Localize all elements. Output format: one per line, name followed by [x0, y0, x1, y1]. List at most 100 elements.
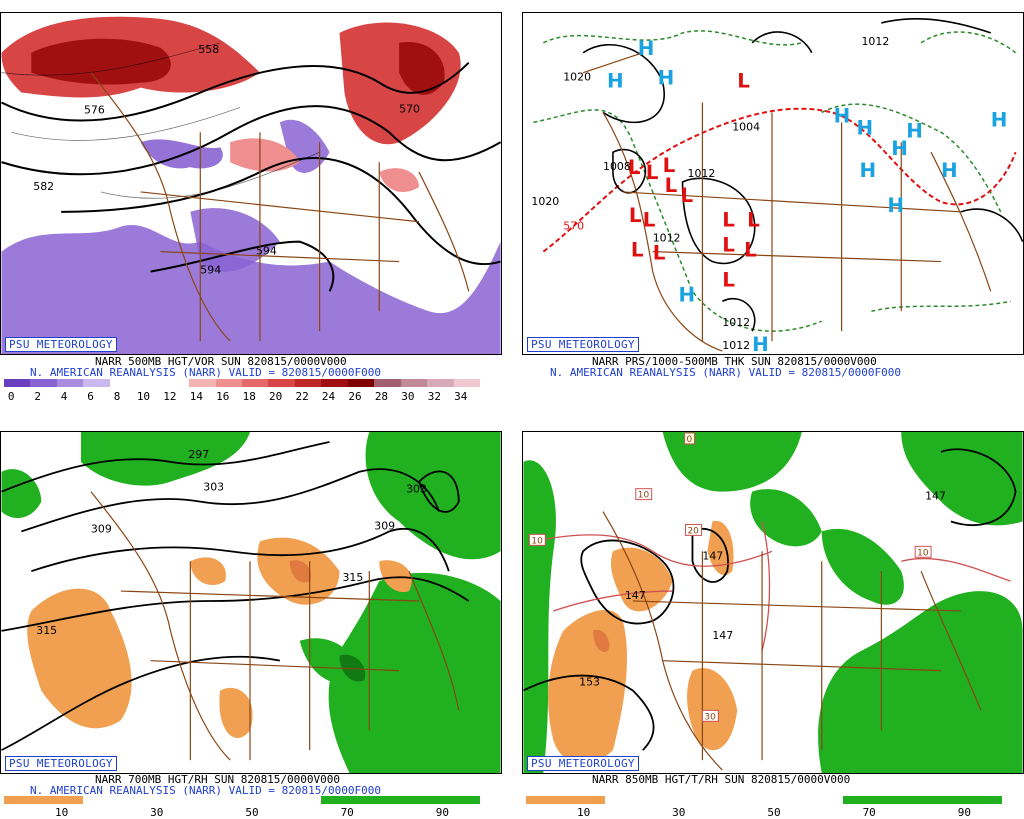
contour-label: 147: [702, 549, 723, 562]
psu-meteorology-label: PSU METEOROLOGY: [5, 337, 117, 352]
high-symbol: H: [607, 70, 624, 93]
low-symbol: L: [665, 174, 678, 197]
colorbar-segment: [764, 796, 844, 804]
contour-label: 147: [625, 589, 646, 602]
colorbar-tick-label: 50: [245, 806, 259, 819]
colorbar-tick-label: 2: [34, 390, 41, 403]
map-700mb: 297 303 303 309 309 315 315: [1, 432, 501, 773]
colorbar-tick-label: 50: [767, 806, 781, 819]
panel-500mb-vorticity: 558 570 582 594 594 576 PSU METEOROLOGY …: [0, 0, 512, 410]
colorbar-tick-label: 8: [113, 390, 121, 403]
isobar-labels: 1012 1020 1004 1008 1012 1012 1020 1012 …: [531, 35, 889, 352]
psu-meteorology-label: PSU METEOROLOGY: [5, 756, 117, 771]
colorbar-tick-label: 10: [136, 390, 151, 403]
colorbar-segment: [605, 796, 686, 804]
low-symbol: L: [646, 161, 659, 184]
colorbar-tick-label: 16: [216, 390, 230, 403]
colorbar-segment: [453, 379, 481, 387]
isotherm-label: 20: [688, 526, 700, 536]
caption-subtitle: N. AMERICAN REANALYSIS (NARR) VALID = 82…: [30, 784, 381, 797]
contour-label: 315: [36, 624, 57, 637]
contour-label: 558: [198, 43, 219, 56]
contour-label: 303: [203, 481, 224, 494]
colorbar-tick-label: 70: [862, 806, 876, 819]
contour-label: 570: [399, 102, 420, 115]
contour-label: 576: [84, 103, 105, 116]
high-symbol: H: [752, 333, 769, 354]
colorbar-tick-label: 10: [54, 806, 69, 819]
map-frame-mslp: 1012 1020 1004 1008 1012 1012 1020 1012 …: [522, 12, 1024, 355]
colorbar-segment: [215, 379, 243, 387]
colorbar-tick-label: 12: [163, 390, 177, 403]
low-symbol: L: [663, 154, 676, 177]
colorbar-segment: [30, 379, 58, 387]
high-symbol: H: [857, 116, 874, 139]
map-mslp: 1012 1020 1004 1008 1012 1012 1020 1012 …: [531, 18, 1023, 354]
low-pressure-symbols: L L L L L L L L L L L L L L L: [628, 70, 760, 292]
panel-700mb-rh: 297 303 303 309 309 315 315 PSU METEOROL…: [0, 419, 512, 819]
colorbar-tick-label: 32: [427, 390, 441, 403]
isotherm-labels: 0 10 10 10 20 30: [528, 432, 932, 722]
colorbar-tick-label: 70: [340, 806, 354, 819]
high-symbol: H: [679, 283, 696, 306]
isobar-label: 1020: [531, 195, 559, 208]
isobar-label: 1012: [722, 339, 750, 352]
isobar-label: 1008: [603, 160, 631, 173]
psu-meteorology-label: PSU METEOROLOGY: [527, 337, 639, 352]
low-symbol: L: [737, 70, 750, 93]
colorbar-segment: [268, 379, 296, 387]
colorbar-rh-850mb: [526, 796, 1003, 804]
colorbar-vorticity: [4, 379, 481, 387]
colorbar-tick-label: 90: [957, 806, 972, 819]
colorbar-tick-label: 4: [60, 390, 68, 403]
low-symbol: L: [628, 156, 641, 179]
high-symbol: H: [658, 67, 675, 90]
panel-850mb-temp-rh: 147 147 147 147 153 0 10 10 10 20 30: [522, 419, 1024, 819]
low-symbol: L: [631, 239, 644, 262]
contour-labels-500mb: 558 570 582 594 594 576: [33, 43, 420, 277]
contour-label: 297: [188, 448, 209, 461]
high-symbol: H: [834, 104, 851, 127]
contour-labels-700mb: 297 303 303 309 309 315 315: [36, 448, 427, 637]
contour-labels-850mb: 147 147 147 147 153: [579, 490, 946, 689]
contour-label: 582: [33, 180, 54, 193]
contour-label: 147: [712, 629, 733, 642]
isotherm-label: 30: [704, 712, 716, 722]
isobar-label: 1012: [688, 167, 716, 180]
low-symbol: L: [722, 209, 735, 232]
colorbar-segment: [136, 379, 164, 387]
colorbar-segment: [294, 379, 322, 387]
colorbar-tick-label: 22: [295, 390, 309, 403]
caption-title: NARR PRS/1000-500MB THK SUN 820815/0000V…: [592, 355, 877, 368]
colorbar-segment: [400, 796, 481, 804]
low-symbol: L: [629, 204, 642, 227]
isobar-label: 1012: [861, 35, 889, 48]
colorbar-tick-label: 24: [321, 390, 336, 403]
map-500mb: 558 570 582 594 594 576: [1, 16, 501, 354]
isobar-label: 1020: [563, 71, 591, 84]
high-symbol: H: [859, 159, 876, 182]
caption-subtitle: N. AMERICAN REANALYSIS (NARR) VALID = 82…: [30, 366, 381, 379]
colorbar-segment: [526, 796, 606, 804]
colorbar-segment: [4, 379, 31, 387]
colorbar-tick-label: 30: [401, 390, 415, 403]
colorbar-segment: [4, 796, 84, 804]
contour-label: 315: [342, 571, 363, 584]
low-symbol: L: [722, 268, 735, 291]
contour-label: 309: [91, 522, 112, 535]
colorbar-segment: [83, 379, 111, 387]
isobar-label: 1004: [732, 120, 760, 133]
colorbar-segment: [321, 379, 349, 387]
contour-label: 594: [256, 245, 277, 258]
panel-mslp-thickness: 1012 1020 1004 1008 1012 1012 1020 1012 …: [522, 0, 1024, 410]
colorbar-ticks-rh-850mb: 10 30 50 70 90: [526, 807, 1002, 819]
map-frame-850mb: 147 147 147 147 153 0 10 10 10 20 30: [522, 431, 1024, 774]
caption-title: NARR 500MB HGT/VOR SUN 820815/0000V000: [95, 355, 347, 368]
colorbar-tick-label: 30: [150, 806, 164, 819]
low-symbol: L: [747, 209, 760, 232]
isobar-label: 1012: [722, 316, 750, 329]
map-850mb: 147 147 147 147 153 0 10 10 10 20 30: [523, 432, 1023, 773]
caption-subtitle: N. AMERICAN REANALYSIS (NARR) VALID = 82…: [550, 366, 901, 379]
colorbar-segment: [109, 379, 137, 387]
caption-title: NARR 850MB HGT/T/RH SUN 820815/0000V000: [592, 773, 851, 786]
